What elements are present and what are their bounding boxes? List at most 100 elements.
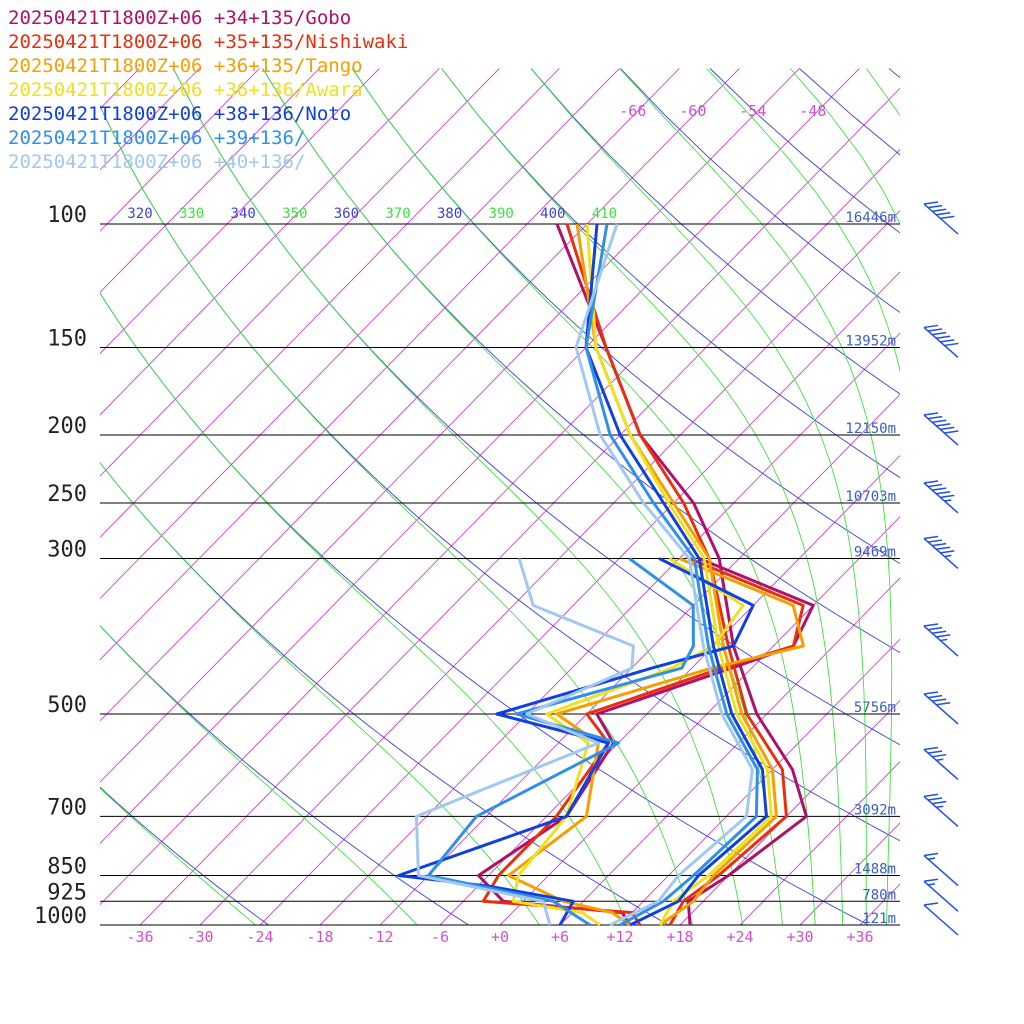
theta-tick-label: 320 bbox=[127, 206, 152, 222]
isotherm-line bbox=[679, 699, 900, 925]
isotherm-line bbox=[100, 68, 680, 661]
height-label: 10703m bbox=[845, 489, 896, 505]
legend-entry: 20250421T1800Z+06 +40+136/ bbox=[8, 151, 305, 173]
sounding-series bbox=[397, 223, 815, 927]
isotherm-line bbox=[100, 68, 440, 416]
moist-adiabat-line bbox=[351, 68, 816, 925]
height-label: 3092m bbox=[854, 802, 896, 818]
isotherm-line bbox=[619, 638, 900, 925]
temperature-tick-label: -24 bbox=[246, 928, 273, 946]
series-temperature-line bbox=[565, 223, 788, 926]
height-label: 9469m bbox=[854, 544, 896, 560]
theta-tick-label: 340 bbox=[231, 206, 256, 222]
legend-entry: 20250421T1800Z+06 +36+135/Tango bbox=[8, 55, 363, 77]
isotherm-line bbox=[100, 68, 260, 232]
height-label: 13952m bbox=[845, 333, 896, 349]
moist-adiabat-line bbox=[441, 68, 844, 925]
wind-barb bbox=[923, 324, 959, 359]
isotherm-line bbox=[920, 68, 1024, 925]
wind-barb bbox=[923, 412, 959, 446]
series-dewpoint-line bbox=[427, 557, 695, 927]
legend-entry: 20250421T1800Z+06 +35+135/Nishiwaki bbox=[8, 31, 408, 53]
moist-adiabat-line bbox=[100, 292, 628, 925]
isotherm-line bbox=[100, 68, 560, 538]
temperature-tick-label: -6 bbox=[431, 928, 449, 946]
isotherm-line bbox=[980, 68, 1024, 925]
series-temperature-line bbox=[574, 223, 754, 927]
temperature-tick-labels: -36 -30 -24 -18 -12 -6 +0 +6 +12 +18 +24 +30 +36 bbox=[126, 928, 873, 946]
temperature-tick-label: +30 bbox=[786, 928, 813, 946]
isotherm-line bbox=[139, 148, 900, 925]
height-label: 12150m bbox=[845, 421, 896, 437]
legend-entry: 20250421T1800Z+06 +34+135/Gobo bbox=[8, 7, 351, 29]
legend-entry: 20250421T1800Z+06 +39+136/ bbox=[8, 127, 305, 149]
isotherm-line bbox=[0, 68, 19, 925]
moist-adiabat-line bbox=[100, 461, 540, 925]
temperature-tick-label: +6 bbox=[551, 928, 569, 946]
isotherm-line bbox=[379, 393, 900, 925]
temperature-tick-label: -30 bbox=[186, 928, 213, 946]
isotherm-line bbox=[799, 822, 900, 925]
series-temperature-line bbox=[584, 223, 768, 927]
theta-tick-label: 350 bbox=[282, 206, 307, 222]
dry-adiabat-line bbox=[100, 786, 270, 925]
isotherm-line bbox=[100, 68, 380, 355]
temperature-tick-label: +36 bbox=[846, 928, 873, 946]
dry-adiabat-line bbox=[100, 292, 870, 925]
dry-adiabat-line bbox=[799, 68, 900, 156]
theta-tick-label: 400 bbox=[540, 206, 565, 222]
isotherm-line bbox=[199, 210, 900, 925]
upper-temperature-tick-label: -54 bbox=[739, 102, 766, 120]
temperature-tick-label: +18 bbox=[666, 928, 693, 946]
isobar-lines bbox=[100, 223, 900, 926]
isotherm-line bbox=[559, 577, 900, 925]
dry-adiabat-line bbox=[172, 68, 900, 746]
dry-adiabat-line bbox=[262, 68, 900, 654]
dry-adiabat-line bbox=[351, 68, 900, 565]
pressure-label: 100 bbox=[47, 203, 87, 228]
dry-adiabat-line bbox=[888, 68, 900, 79]
wind-barb bbox=[923, 902, 959, 936]
isotherm-line bbox=[100, 68, 500, 477]
pressure-label: 850 bbox=[47, 855, 87, 880]
wind-barb bbox=[923, 852, 959, 887]
pressure-label: 300 bbox=[47, 537, 87, 562]
wind-barb bbox=[923, 201, 959, 235]
temperature-tick-label: -12 bbox=[366, 928, 393, 946]
isotherm-line bbox=[100, 68, 860, 845]
temperature-tick-label: -18 bbox=[306, 928, 333, 946]
theta-tick-labels: 320 330 340 350 360 370 380 390 400 410 bbox=[127, 206, 617, 222]
dry-adiabat-line bbox=[441, 68, 900, 479]
pressure-label: 500 bbox=[47, 693, 87, 718]
theta-tick-label: 370 bbox=[385, 206, 410, 222]
wind-barb bbox=[923, 793, 959, 827]
pressure-label: 150 bbox=[47, 326, 87, 351]
isotherm-line bbox=[100, 68, 200, 171]
theta-tick-label: 380 bbox=[437, 206, 462, 222]
height-label: 780m bbox=[862, 887, 896, 903]
isotherm-line bbox=[100, 68, 800, 783]
moist-adiabat-line bbox=[100, 625, 418, 925]
wind-barb bbox=[923, 878, 959, 912]
pressure-label: 1000 bbox=[34, 904, 87, 929]
dry-adiabat-line bbox=[100, 104, 900, 842]
wind-barb bbox=[923, 623, 959, 657]
moist-adiabat-line bbox=[619, 68, 893, 925]
moist-adiabat-line bbox=[100, 787, 256, 925]
upper-temperature-tick-label: -60 bbox=[679, 102, 706, 120]
upper-temperature-tick-label: -66 bbox=[619, 102, 646, 120]
upper-temperature-tick-labels: -66 -60 -54 -48 bbox=[619, 102, 826, 120]
legend-entry: 20250421T1800Z+06 +38+136/Noto bbox=[8, 103, 351, 125]
height-label: 16446m bbox=[845, 210, 896, 226]
pressure-label: 925 bbox=[47, 880, 87, 905]
pressure-label: 700 bbox=[47, 795, 87, 820]
wind-barb bbox=[923, 480, 959, 514]
temperature-tick-label: +24 bbox=[726, 928, 753, 946]
wind-barb bbox=[923, 535, 959, 570]
series-dewpoint-line bbox=[481, 557, 805, 926]
pressure-label: 250 bbox=[47, 482, 87, 507]
dry-adiabat-line bbox=[620, 68, 900, 314]
isotherm-line bbox=[739, 761, 900, 925]
